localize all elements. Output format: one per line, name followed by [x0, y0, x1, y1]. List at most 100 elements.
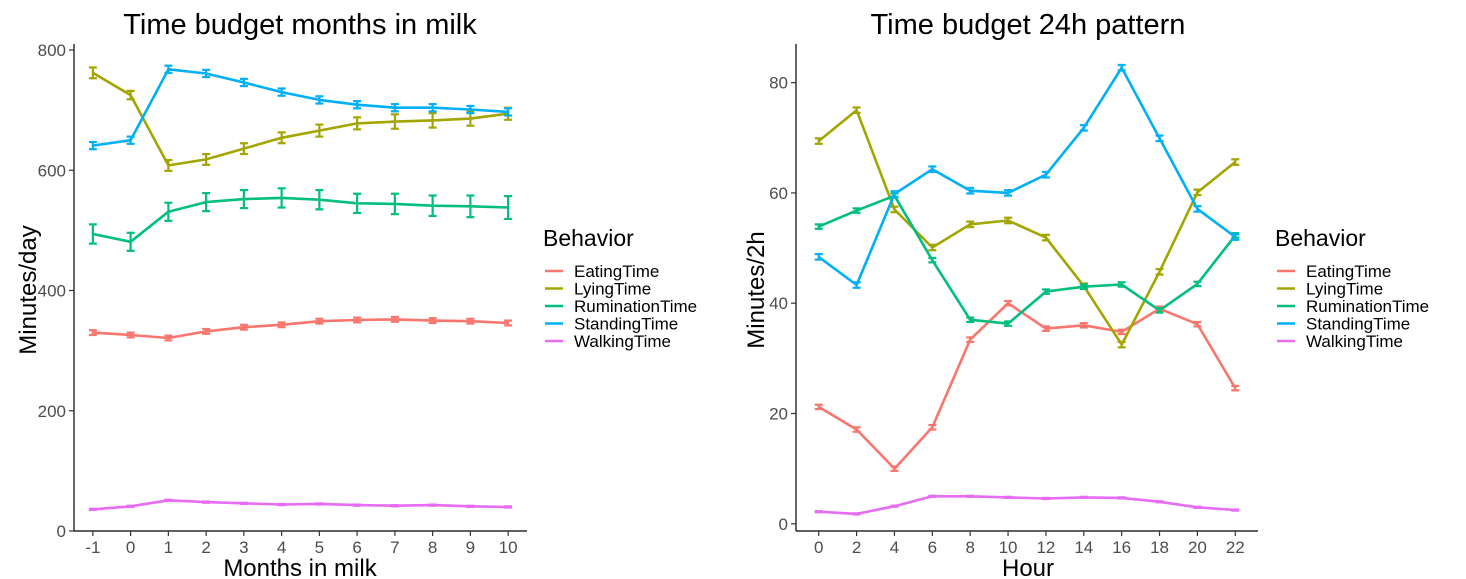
legend-item: WalkingTime — [545, 332, 671, 351]
error-bar — [466, 104, 475, 115]
error-bar — [466, 317, 475, 325]
error-bar — [928, 243, 937, 252]
error-bar — [164, 64, 173, 74]
error-bar — [277, 187, 286, 209]
error-bar — [852, 207, 861, 214]
series-StandingTime — [88, 64, 513, 151]
error-bar — [1004, 299, 1013, 307]
legend-item: RuminationTime — [1277, 297, 1429, 316]
error-bar — [277, 321, 286, 329]
legend-item: EatingTime — [545, 262, 659, 281]
legend-item: RuminationTime — [545, 297, 697, 316]
y-tick-label: 20 — [769, 405, 788, 424]
x-tick-label: 8 — [428, 538, 437, 557]
chart-title: Time budget 24h pattern — [871, 9, 1186, 41]
error-bar — [966, 316, 975, 324]
error-bar — [390, 192, 399, 216]
error-bar — [852, 281, 861, 289]
error-bar — [239, 142, 248, 156]
error-bar — [1079, 495, 1088, 500]
error-bar — [1004, 320, 1013, 327]
error-bar — [890, 465, 899, 472]
error-bar — [1155, 500, 1164, 504]
error-bar — [88, 66, 97, 80]
legend-label: LyingTime — [574, 280, 651, 299]
axes: 0 200 400 600 800 -1 0 1 2 3 4 5 6 7 8 9 10 — [38, 41, 527, 557]
error-bar — [202, 68, 211, 79]
error-bar — [852, 426, 861, 433]
series-line — [818, 301, 1237, 471]
error-bar — [1004, 495, 1013, 500]
error-bar — [428, 112, 437, 129]
error-bar — [1117, 496, 1126, 500]
error-bar — [277, 87, 286, 97]
plot-area — [814, 63, 1240, 516]
error-bar — [202, 192, 211, 213]
error-bar — [277, 502, 286, 507]
y-tick-label: 80 — [769, 74, 788, 93]
error-bar — [390, 113, 399, 130]
series-line — [92, 68, 509, 147]
error-bar — [202, 327, 211, 335]
error-bar — [164, 158, 173, 172]
error-bar — [239, 77, 248, 88]
legend-label: WalkingTime — [574, 332, 671, 351]
x-tick-label: 1 — [164, 538, 173, 557]
error-bar — [353, 100, 362, 110]
series-line — [92, 196, 509, 244]
series-line — [817, 66, 1237, 287]
x-tick-label: 8 — [965, 538, 974, 557]
x-tick-label: 14 — [1074, 538, 1093, 557]
y-tick-label: 0 — [779, 515, 788, 534]
legend-title: Behavior — [1275, 225, 1366, 251]
chart-title: Time budget months in milk — [123, 9, 477, 41]
error-bar — [1193, 320, 1202, 328]
error-bar — [890, 205, 899, 214]
x-tick-label: 18 — [1150, 538, 1169, 557]
error-bar — [1041, 233, 1050, 242]
error-bar — [353, 192, 362, 215]
x-tick-label: 16 — [1112, 538, 1131, 557]
error-bar — [239, 189, 248, 210]
error-bar — [88, 507, 97, 512]
error-bar — [315, 317, 324, 325]
error-bar — [1079, 321, 1088, 329]
x-tick-label: 9 — [466, 538, 475, 557]
legend-label: EatingTime — [1306, 262, 1391, 281]
error-bar — [126, 231, 135, 252]
series-WalkingTime — [88, 498, 513, 512]
series-line — [92, 318, 509, 340]
series-line — [818, 194, 1237, 325]
legend: Behavior EatingTimeLyingTimeRuminationTi… — [1275, 225, 1429, 351]
x-tick-label: 2 — [852, 538, 861, 557]
error-bar — [126, 504, 135, 509]
error-bar — [852, 106, 861, 115]
y-tick-label: 60 — [769, 184, 788, 203]
error-bar — [315, 502, 324, 506]
x-tick-label: -1 — [85, 538, 100, 557]
error-bar — [277, 131, 286, 145]
error-bar — [1041, 496, 1050, 501]
error-bar — [890, 504, 899, 508]
y-tick-label: 0 — [57, 522, 66, 541]
error-bar — [1041, 288, 1050, 295]
error-bar — [466, 504, 475, 509]
error-bar — [1193, 280, 1202, 288]
series-EatingTime — [88, 315, 513, 342]
x-tick-label: 12 — [1036, 538, 1055, 557]
x-tick-label: 2 — [201, 538, 210, 557]
legend-item: LyingTime — [545, 280, 651, 299]
x-tick-label: 6 — [352, 538, 361, 557]
error-bar — [202, 500, 211, 504]
series-WalkingTime — [814, 494, 1240, 516]
error-bar — [1155, 267, 1164, 276]
legend-item: EatingTime — [1277, 262, 1391, 281]
error-bar — [1231, 233, 1240, 241]
error-bar — [814, 403, 823, 411]
axes: 0 20 40 60 80 0 2 4 6 8 10 12 14 16 18 20 22 — [769, 44, 1258, 557]
error-bar — [315, 95, 324, 105]
x-axis-title: Months in milk — [223, 555, 377, 579]
error-bar — [1117, 63, 1126, 72]
legend-label: RuminationTime — [1306, 297, 1429, 316]
